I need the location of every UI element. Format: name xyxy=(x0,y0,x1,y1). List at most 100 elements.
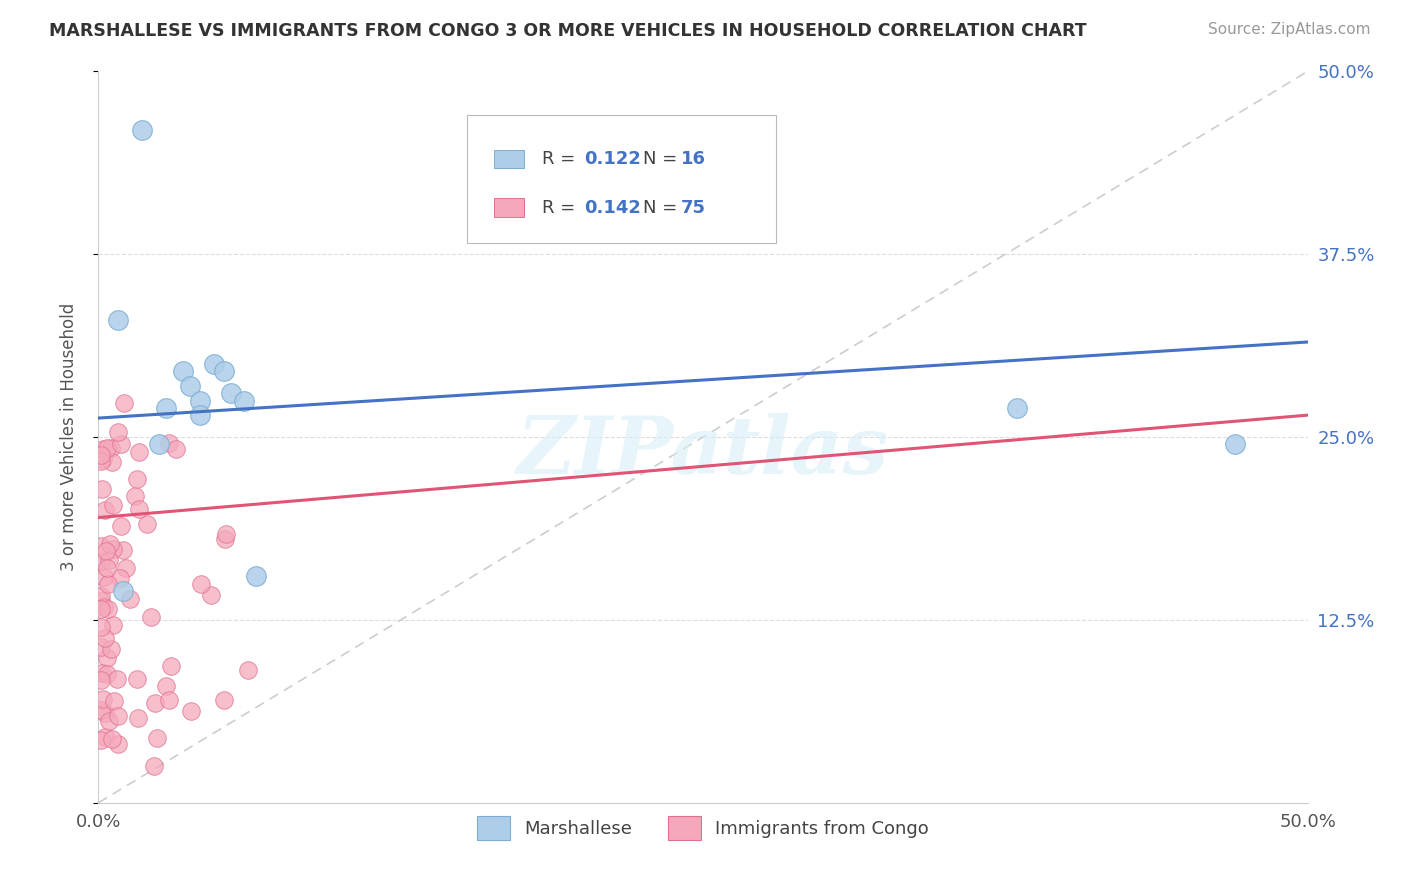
Point xyxy=(97,714,120,729)
Point xyxy=(112,395,135,409)
Point xyxy=(107,425,129,439)
Point xyxy=(90,554,112,568)
Point xyxy=(101,455,124,469)
FancyBboxPatch shape xyxy=(467,115,776,244)
Point xyxy=(91,692,114,706)
Point xyxy=(148,437,170,451)
Point xyxy=(107,737,129,751)
Y-axis label: 3 or more Vehicles in Household: 3 or more Vehicles in Household xyxy=(59,303,77,571)
Point xyxy=(103,498,125,512)
Point xyxy=(90,454,112,468)
Point xyxy=(236,663,259,677)
Point xyxy=(96,650,118,665)
Bar xyxy=(494,150,524,168)
Point xyxy=(90,640,112,654)
Point xyxy=(221,386,243,401)
Point xyxy=(111,543,134,558)
Text: R =: R = xyxy=(543,150,581,168)
Point xyxy=(90,601,112,615)
Legend: Marshallese, Immigrants from Congo: Marshallese, Immigrants from Congo xyxy=(468,807,938,848)
Point xyxy=(142,759,165,773)
Point xyxy=(190,577,212,591)
Point xyxy=(93,570,115,584)
Point xyxy=(111,583,134,598)
Point xyxy=(146,731,169,746)
Point xyxy=(91,451,114,466)
Text: 16: 16 xyxy=(682,150,706,168)
Point xyxy=(107,708,129,723)
Point xyxy=(155,679,177,693)
Point xyxy=(155,401,177,415)
Point xyxy=(110,437,132,451)
Point xyxy=(110,519,132,533)
Point xyxy=(212,364,235,378)
Point xyxy=(94,706,117,720)
Point xyxy=(90,620,112,634)
Point xyxy=(90,539,112,553)
Point xyxy=(120,591,142,606)
Point xyxy=(159,436,181,450)
Point xyxy=(93,730,115,744)
Point xyxy=(96,442,118,456)
Point xyxy=(214,533,236,547)
Point xyxy=(90,733,112,747)
Point xyxy=(115,561,138,575)
Point xyxy=(103,693,125,707)
Point xyxy=(97,602,120,616)
Point xyxy=(100,441,122,455)
Point xyxy=(128,502,150,516)
Point xyxy=(200,588,222,602)
Point xyxy=(94,503,117,517)
Point xyxy=(212,693,235,707)
Point xyxy=(105,673,128,687)
Text: N =: N = xyxy=(643,150,682,168)
Point xyxy=(143,696,166,710)
Text: N =: N = xyxy=(643,199,682,217)
Point xyxy=(103,541,125,556)
Point xyxy=(96,666,118,681)
Point xyxy=(96,544,118,558)
Point xyxy=(125,672,148,686)
Point xyxy=(157,693,180,707)
Point xyxy=(128,445,150,459)
Point xyxy=(97,576,120,591)
Point xyxy=(127,711,149,725)
Point xyxy=(94,631,117,645)
Point xyxy=(108,571,131,585)
Point xyxy=(101,732,124,747)
Point xyxy=(1223,437,1246,451)
Point xyxy=(90,448,112,462)
Point xyxy=(90,703,112,717)
Point xyxy=(139,610,162,624)
Point xyxy=(91,666,114,681)
Point xyxy=(124,489,146,503)
Point xyxy=(127,472,149,486)
Point xyxy=(107,313,129,327)
Point xyxy=(135,516,157,531)
Point xyxy=(93,600,115,615)
Text: ZIPatlas: ZIPatlas xyxy=(517,413,889,491)
Point xyxy=(100,642,122,657)
Point xyxy=(91,483,114,497)
Point xyxy=(90,673,112,687)
Point xyxy=(188,408,211,422)
Point xyxy=(180,704,202,718)
Point xyxy=(245,569,267,583)
Point xyxy=(131,123,153,137)
Point xyxy=(96,561,118,575)
Point xyxy=(91,442,114,456)
Point xyxy=(98,537,121,551)
Point xyxy=(232,393,254,408)
Point xyxy=(90,594,112,608)
Point xyxy=(90,590,112,604)
Point xyxy=(172,364,194,378)
Text: 0.142: 0.142 xyxy=(585,199,641,217)
Text: 75: 75 xyxy=(682,199,706,217)
Point xyxy=(165,442,187,456)
Text: MARSHALLESE VS IMMIGRANTS FROM CONGO 3 OR MORE VEHICLES IN HOUSEHOLD CORRELATION: MARSHALLESE VS IMMIGRANTS FROM CONGO 3 O… xyxy=(49,22,1087,40)
Point xyxy=(101,617,124,632)
Point xyxy=(188,393,211,408)
Point xyxy=(204,357,226,371)
Point xyxy=(97,552,120,566)
Point xyxy=(214,527,236,541)
